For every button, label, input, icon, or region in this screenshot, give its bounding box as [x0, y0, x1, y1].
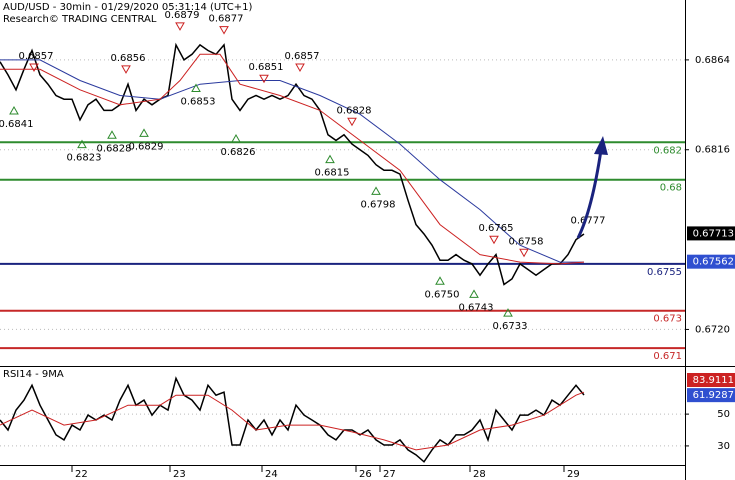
low-marker	[469, 289, 479, 298]
low-marker	[231, 134, 241, 143]
low-marker	[191, 83, 201, 92]
high-label: 0.6765	[479, 223, 514, 234]
y-tick-label: 50	[717, 409, 730, 420]
low-label: 0.6828	[97, 143, 132, 154]
low-label: 0.6829	[129, 141, 164, 152]
high-label: 0.6758	[509, 236, 544, 247]
last-value-box	[687, 226, 735, 241]
high-marker	[259, 74, 269, 84]
level-label: 0.6755	[647, 267, 682, 278]
level-label: 0.68	[660, 183, 682, 194]
chart-subtitle: Research© TRADING CENTRAL	[3, 14, 157, 25]
x-tick-label: 27	[383, 469, 396, 480]
high-label: 0.6857	[19, 51, 54, 62]
x-tick-label: 29	[567, 469, 580, 480]
high-label: 0.6828	[337, 105, 372, 116]
level-label: 0.682	[653, 145, 682, 156]
arrow-shaft	[576, 149, 603, 239]
low-label: 0.6750	[425, 289, 460, 300]
last-value-label: 83.9111	[693, 375, 734, 386]
x-tick-label: 28	[473, 469, 486, 480]
last-value-box	[687, 388, 735, 403]
last-value-label: 61.9287	[693, 390, 734, 401]
low-marker	[503, 308, 513, 317]
high-marker	[219, 26, 229, 35]
series-line	[0, 59, 584, 263]
low-marker	[139, 128, 149, 137]
x-tick-label: 23	[173, 469, 186, 480]
y-tick-label: 0.6720	[695, 324, 730, 335]
price-label: 0.6777	[571, 216, 606, 227]
series-line	[0, 42, 585, 286]
low-marker	[371, 186, 381, 195]
y-tick-label: 0.6816	[695, 145, 730, 156]
low-marker	[325, 154, 335, 164]
x-tick-label: 24	[265, 469, 278, 480]
low-label: 0.6798	[361, 199, 396, 210]
rsi-title: RSI14 - 9MA	[3, 369, 64, 380]
high-marker	[29, 63, 39, 73]
forecast-arrow	[576, 136, 608, 239]
high-label: 0.6879	[165, 10, 200, 21]
low-marker	[77, 139, 87, 149]
low-label: 0.6841	[0, 119, 34, 130]
series-line	[0, 391, 585, 451]
low-label: 0.6815	[315, 168, 350, 179]
y-tick-label: 30	[717, 441, 730, 452]
high-label: 0.6851	[249, 62, 284, 73]
low-label: 0.6826	[221, 147, 256, 158]
level-label: 0.673	[653, 314, 682, 325]
high-marker	[489, 235, 499, 245]
arrow-head	[594, 136, 608, 155]
series-line	[0, 53, 585, 265]
chart-title: AUD/USD - 30min - 01/29/2020 05:31:14 (U…	[3, 2, 252, 13]
low-marker	[107, 130, 117, 139]
high-marker	[121, 65, 131, 74]
y-tick-label: 0.6864	[695, 55, 730, 66]
last-value-label: 0.67713	[693, 228, 734, 239]
level-label: 0.671	[653, 351, 682, 362]
high-marker	[519, 248, 529, 258]
last-value-box	[687, 373, 735, 387]
high-label: 0.6877	[209, 14, 244, 25]
low-label: 0.6853	[181, 96, 216, 107]
high-label: 0.6856	[111, 53, 146, 64]
x-tick-label: 22	[75, 469, 88, 480]
high-marker	[175, 22, 185, 31]
last-value-box	[687, 254, 735, 269]
last-value-label: 0.67562	[693, 257, 734, 268]
low-marker	[9, 105, 19, 115]
high-label: 0.6857	[285, 51, 320, 62]
low-label: 0.6743	[459, 302, 494, 313]
high-marker	[295, 63, 305, 73]
high-marker	[347, 117, 357, 127]
x-tick-label: 26	[359, 469, 372, 480]
low-marker	[435, 276, 445, 285]
low-label: 0.6823	[67, 153, 102, 164]
low-label: 0.6733	[493, 321, 528, 332]
